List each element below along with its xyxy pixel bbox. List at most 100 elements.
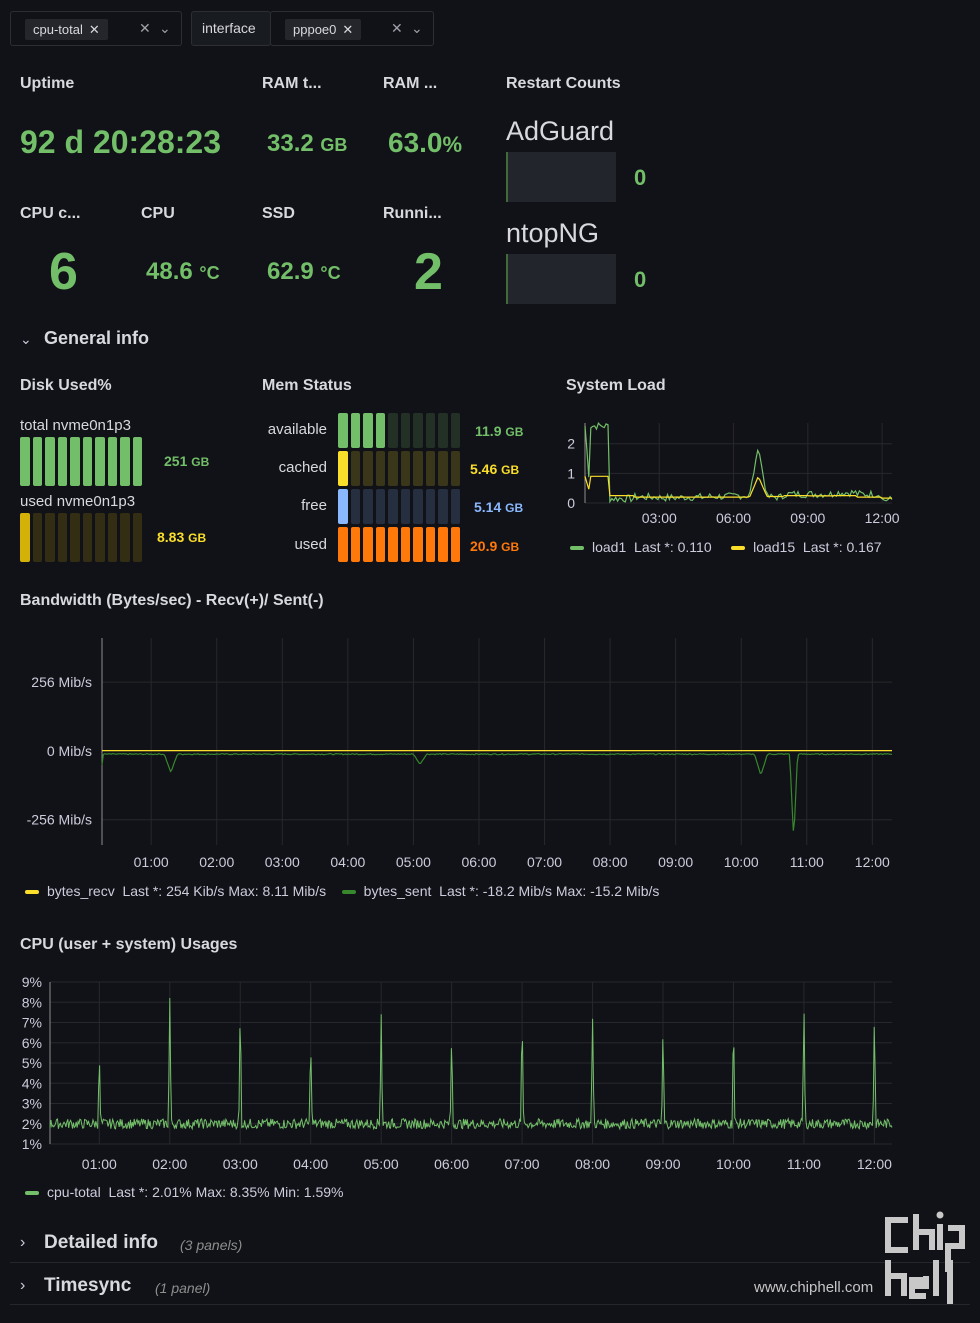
x-tick-label: 05:00 <box>364 1156 399 1172</box>
cpu-usage-legend: cpu-total Last *: 2.01% Max: 8.35% Min: … <box>25 1184 344 1200</box>
x-tick-label: 01:00 <box>82 1156 117 1172</box>
x-tick-label: 04:00 <box>330 854 365 870</box>
mem-value-unit: GB <box>505 501 524 515</box>
x-tick-label: 07:00 <box>505 1156 540 1172</box>
y-tick-label: 4% <box>22 1075 42 1091</box>
legend-item[interactable]: load1 Last *: 0.110 <box>570 539 712 555</box>
x-tick-label: 08:00 <box>575 1156 610 1172</box>
mem-value-unit: GB <box>501 540 520 554</box>
legend-stats: Last *: 254 Kib/s Max: 8.11 Mib/s <box>122 883 327 899</box>
gauge-cell <box>400 527 410 562</box>
gauge-cell <box>363 413 373 448</box>
mem-gauge-cached <box>338 451 460 486</box>
x-tick-label: 11:00 <box>790 854 824 870</box>
y-tick-label: -256 Mib/s <box>27 812 92 828</box>
gauge-cell <box>120 437 130 486</box>
gauge-cell <box>388 451 398 486</box>
gauge-cell <box>400 489 410 524</box>
row-timesync-toggle[interactable]: › Timesync (1 panel) <box>20 1275 320 1301</box>
legend-item[interactable]: load15 Last *: 0.167 <box>731 539 882 555</box>
ram-total-unit: GB <box>320 135 348 155</box>
disk-item-name: total nvme0n1p3 <box>20 417 131 434</box>
gauge-cell <box>438 527 448 562</box>
gauge-cell <box>363 451 373 486</box>
clear-icon[interactable]: ✕ <box>391 20 403 36</box>
legend-item[interactable]: cpu-total Last *: 2.01% Max: 8.35% Min: … <box>25 1184 344 1200</box>
chevron-down-icon[interactable]: ⌄ <box>159 20 171 36</box>
legend-swatch <box>25 890 39 895</box>
ssd-temp-title: SSD <box>262 205 295 222</box>
gauge-cell <box>400 413 410 448</box>
x-tick-label: 03:00 <box>223 1156 258 1172</box>
row-detailed-toggle[interactable]: › Detailed info (3 panels) <box>20 1232 320 1258</box>
bandwidth-chart[interactable]: 256 Mib/s 0 Mib/s -256 Mib/s 01:00 02:00 03:0… <box>10 630 905 875</box>
ram-used-number: 63.0 <box>388 127 443 158</box>
series-line-load15 <box>584 475 892 499</box>
load-title: System Load <box>566 377 666 394</box>
cpu-temp-title: CPU <box>141 205 175 222</box>
restart-item-value: 0 <box>634 165 647 190</box>
mem-value-number: 20.9 <box>470 538 498 554</box>
y-tick-label: 6% <box>22 1035 42 1051</box>
gauge-cell <box>425 451 435 486</box>
mem-value-unit: GB <box>505 425 524 439</box>
row-general-toggle[interactable]: ⌄ General info <box>20 328 180 354</box>
cpu-cores-title: CPU c... <box>20 205 81 222</box>
y-tick-label: 2% <box>22 1116 42 1132</box>
gauge-cell <box>413 413 423 448</box>
x-tick-label: 02:00 <box>199 854 234 870</box>
chevron-down-icon[interactable]: ⌄ <box>411 20 423 36</box>
chip-remove-icon[interactable]: ✕ <box>88 22 100 37</box>
gauge-cell <box>450 451 460 486</box>
interface-variable-label: interface <box>191 11 271 46</box>
gauge-cell <box>57 437 67 486</box>
legend-item[interactable]: bytes_recv Last *: 254 Kib/s Max: 8.11 M… <box>25 883 326 899</box>
gauge-cell <box>82 513 92 562</box>
restart-counts-title: Restart Counts <box>506 75 621 92</box>
y-tick-label: 9% <box>22 974 42 990</box>
restart-item-name: ntopNG <box>506 218 600 248</box>
gauge-cell <box>132 437 142 486</box>
system-load-chart[interactable]: 0 1 2 03:00 06:00 09:00 12:00 <box>560 415 900 530</box>
disk-item-name: used nvme0n1p3 <box>20 493 136 510</box>
x-tick-label: 01:00 <box>134 854 169 870</box>
load-legend: load1 Last *: 0.110 load15 Last *: 0.167 <box>570 539 882 555</box>
x-tick-label: 09:00 <box>658 854 693 870</box>
mem-item-value: 5.46 GB <box>470 461 519 477</box>
gauge-cell <box>375 413 385 448</box>
cpu-usage-chart[interactable]: 1% 2% 3% 4% 5% 6% 7% 8% 9% 01:00 02:00 03:00 04:00 05… <box>10 972 905 1177</box>
x-tick-label: 05:00 <box>396 854 431 870</box>
mem-item-name: free <box>301 497 327 514</box>
row-timesync-count: (1 panel) <box>155 1280 211 1296</box>
watermark-text: www.chiphell.com <box>754 1279 874 1296</box>
clear-icon[interactable]: ✕ <box>139 20 151 36</box>
row-detailed-title: Detailed info <box>44 1232 159 1253</box>
ssd-temp-unit: °C <box>320 263 341 283</box>
disk-value-number: 8.83 <box>157 529 185 545</box>
y-tick-label: 1% <box>22 1136 42 1152</box>
interface-variable-select[interactable]: pppoe0 ✕ ✕ ⌄ <box>270 11 434 46</box>
gauge-cell <box>338 413 348 448</box>
x-tick-label: 12:00 <box>865 510 900 526</box>
ram-total-number: 33.2 <box>267 130 314 157</box>
gauge-cell <box>450 413 460 448</box>
cpu-variable-select[interactable]: cpu-total ✕ ✕ ⌄ <box>10 11 182 46</box>
legend-name: bytes_sent <box>363 883 432 899</box>
legend-item[interactable]: bytes_sent Last *: -18.2 Mib/s Max: -15.… <box>341 883 659 899</box>
y-tick-label: 3% <box>22 1096 42 1112</box>
x-tick-label: 03:00 <box>642 510 677 526</box>
gauge-cell <box>338 489 348 524</box>
interface-chip[interactable]: pppoe0 ✕ <box>285 19 362 40</box>
chip-remove-icon[interactable]: ✕ <box>342 22 354 37</box>
disk-item-value: 251 GB <box>164 453 209 469</box>
chevron-down-icon: ⌄ <box>20 331 32 347</box>
ram-used-value: 63.0% <box>388 127 462 159</box>
cpu-chip[interactable]: cpu-total ✕ <box>25 19 108 40</box>
row-timesync-title: Timesync <box>44 1275 132 1296</box>
series-line-cpu-total <box>49 997 893 1131</box>
mem-item-value: 5.14 GB <box>474 499 523 515</box>
mem-item-value: 20.9 GB <box>470 538 519 554</box>
mem-gauge-free <box>338 489 460 524</box>
chiphell-logo-icon <box>885 1211 965 1304</box>
x-tick-label: 03:00 <box>265 854 300 870</box>
